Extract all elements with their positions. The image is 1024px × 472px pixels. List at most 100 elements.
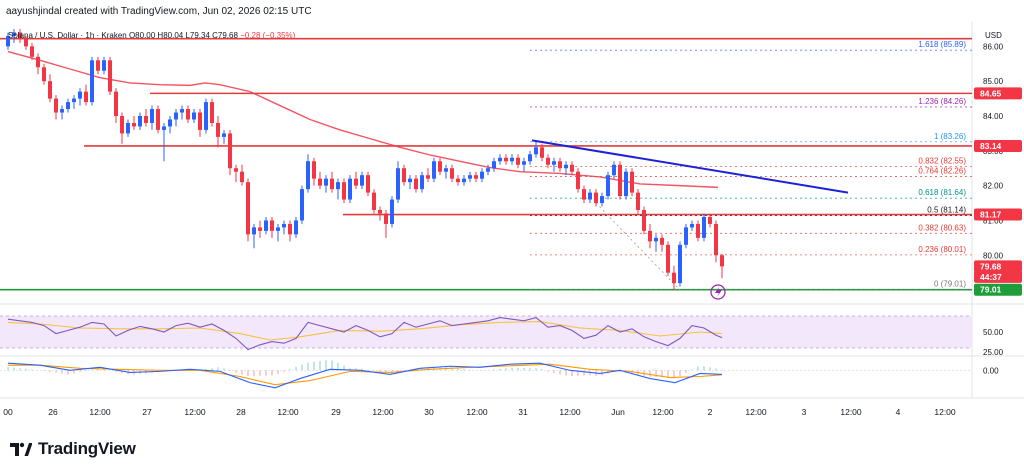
fib-level-label: 0.382 (80.63) <box>918 223 966 232</box>
candle-body <box>144 116 148 123</box>
candle-body <box>600 196 604 204</box>
tradingview-logo[interactable]: TradingView <box>10 437 136 461</box>
time-axis-label: 27 <box>142 407 152 417</box>
candle-body <box>126 122 130 134</box>
candle-body <box>114 91 118 116</box>
time-axis-label: 12:00 <box>372 407 394 417</box>
fib-anchor-line <box>595 202 681 291</box>
candle-body <box>534 147 538 155</box>
candle-body <box>180 109 184 113</box>
candle-body <box>372 192 376 210</box>
candle-body <box>42 67 46 82</box>
fib-level-label: 0 (79.01) <box>934 280 966 289</box>
candle-body <box>282 223 286 228</box>
macd-tick-label: 0.00 <box>983 366 999 375</box>
candle-body <box>330 178 334 190</box>
time-axis-label: 28 <box>236 407 246 417</box>
candle-body <box>678 244 682 284</box>
candle-body <box>522 161 526 165</box>
time-axis-label: 2 <box>708 407 713 417</box>
candle-body <box>90 60 94 103</box>
candle-body <box>6 35 10 47</box>
candle-body <box>624 171 628 197</box>
candle-body <box>720 255 724 267</box>
candle-body <box>276 227 280 231</box>
candle-body <box>270 220 274 231</box>
fib-level-label: 1.618 (85.89) <box>918 40 966 49</box>
price-tag-label: 44:37 <box>980 272 1002 282</box>
candle-body <box>72 98 76 103</box>
candle-body <box>198 112 202 130</box>
candle-body <box>240 171 244 183</box>
candle-body <box>348 178 352 200</box>
time-axis-label: Jun <box>611 407 625 417</box>
candle-body <box>366 175 370 193</box>
price-tag <box>974 260 1022 273</box>
candle-body <box>96 60 100 71</box>
candle-body <box>588 192 592 200</box>
candle-body <box>714 223 718 256</box>
candle-body <box>234 168 238 172</box>
candle-body <box>312 161 316 179</box>
price-tag <box>974 283 1022 296</box>
chart-caption: aayushjindal created with TradingView.co… <box>6 6 312 17</box>
candle-body <box>264 220 268 231</box>
candle-body <box>318 178 322 186</box>
candle-body <box>606 175 610 197</box>
candle-body <box>252 227 256 235</box>
ohlc-values: O80.00 H80.04 L79.34 C79.68 <box>128 31 238 40</box>
macd-line <box>7 362 723 389</box>
candle-body <box>186 109 190 120</box>
replay-icon <box>710 284 726 300</box>
candle-body <box>204 102 208 130</box>
candle-body <box>648 230 652 242</box>
candle-body <box>516 157 520 165</box>
candle-body <box>642 210 646 231</box>
candle-body <box>384 213 388 224</box>
candle-body <box>420 175 424 190</box>
candle-body <box>162 126 166 130</box>
candle-body <box>444 168 448 172</box>
bearish-trendline <box>531 139 849 194</box>
price-tag-label: 79.68 <box>980 261 1002 271</box>
rsi-line <box>7 316 723 351</box>
candle-body <box>480 171 484 179</box>
time-axis-label: 29 <box>331 407 341 417</box>
candle-body <box>450 168 454 179</box>
candle-body <box>288 223 292 235</box>
candle-body <box>630 171 634 193</box>
candle-body <box>654 237 658 242</box>
price-tag <box>974 139 1022 152</box>
fib-level-label: 1 (83.26) <box>934 132 966 141</box>
candle-body <box>690 223 694 228</box>
time-axis-label: 12:00 <box>559 407 581 417</box>
candle-body <box>258 227 262 231</box>
rsi-signal-line <box>7 321 723 341</box>
price-tick-label: 82.00 <box>983 182 1004 191</box>
price-tick-label: 80.00 <box>983 251 1004 260</box>
candle-body <box>60 109 64 113</box>
candle-body <box>510 157 514 162</box>
candle-body <box>108 60 112 92</box>
candle-body <box>426 175 430 179</box>
candle-body <box>546 157 550 165</box>
candle-body <box>300 189 304 221</box>
price-change: −0.28 (−0.35%) <box>240 31 296 40</box>
candle-body <box>30 46 34 57</box>
candle-body <box>474 175 478 179</box>
candle-body <box>594 192 598 204</box>
candle-body <box>354 178 358 186</box>
candle-body <box>408 178 412 183</box>
candle-body <box>456 178 460 183</box>
candle-body <box>156 109 160 130</box>
tradingview-brand-text: TradingView <box>38 439 136 458</box>
candle-body <box>294 220 298 235</box>
rsi-tick-label: 50.00 <box>983 328 1004 337</box>
candle-body <box>708 216 712 224</box>
fib-level-label: 0.764 (82.26) <box>918 167 966 176</box>
candle-body <box>432 161 436 179</box>
candle-body <box>552 161 556 165</box>
time-axis-label: 12:00 <box>184 407 206 417</box>
candle-body <box>564 164 568 169</box>
